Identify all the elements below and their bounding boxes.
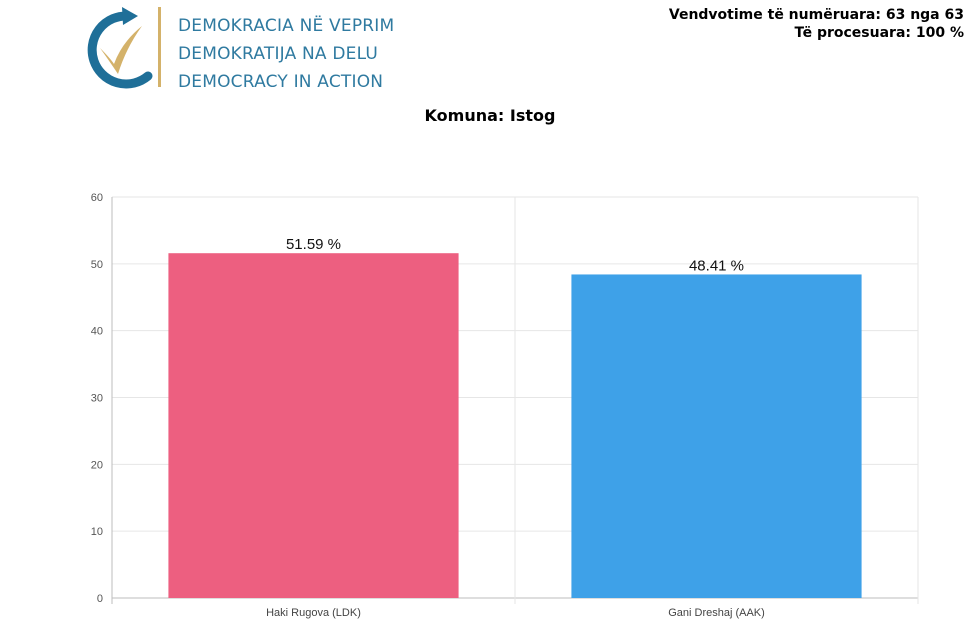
y-tick-label: 20 [91, 459, 103, 471]
org-name-english: DEMOCRACY IN ACTION [178, 72, 384, 92]
polling-stations-counted: Vendvotime të numëruara: 63 nga 63 [668, 7, 964, 23]
logo-divider [158, 7, 161, 87]
democracy-in-action-logo [87, 7, 153, 89]
x-category-label: Gani Dreshaj (AAK) [668, 607, 765, 619]
processed-percentage: Të procesuara: 100 % [794, 25, 964, 41]
org-name-albanian: DEMOKRACIA NË VEPRIM [178, 16, 395, 36]
bar-value-label: 51.59 % [286, 236, 341, 253]
bar [571, 274, 862, 598]
y-tick-label: 60 [91, 192, 103, 204]
org-name-serbian: DEMOKRATIJA NA DELU [178, 44, 379, 64]
y-tick-label: 10 [91, 526, 103, 538]
count-status: Vendvotime të numëruara: 63 nga 63 Të pr… [669, 6, 964, 42]
y-tick-label: 50 [91, 259, 103, 271]
bar [168, 253, 459, 598]
bar-value-label: 48.41 % [689, 257, 744, 274]
organization-name: DEMOKRACIA NË VEPRIM DEMOKRATIJA NA DELU… [178, 12, 394, 96]
page-title: Komuna: Istog [424, 106, 556, 125]
x-category-label: Haki Rugova (LDK) [266, 607, 361, 619]
y-tick-label: 0 [97, 593, 103, 605]
y-tick-label: 30 [91, 393, 103, 405]
y-tick-label: 40 [91, 326, 103, 338]
